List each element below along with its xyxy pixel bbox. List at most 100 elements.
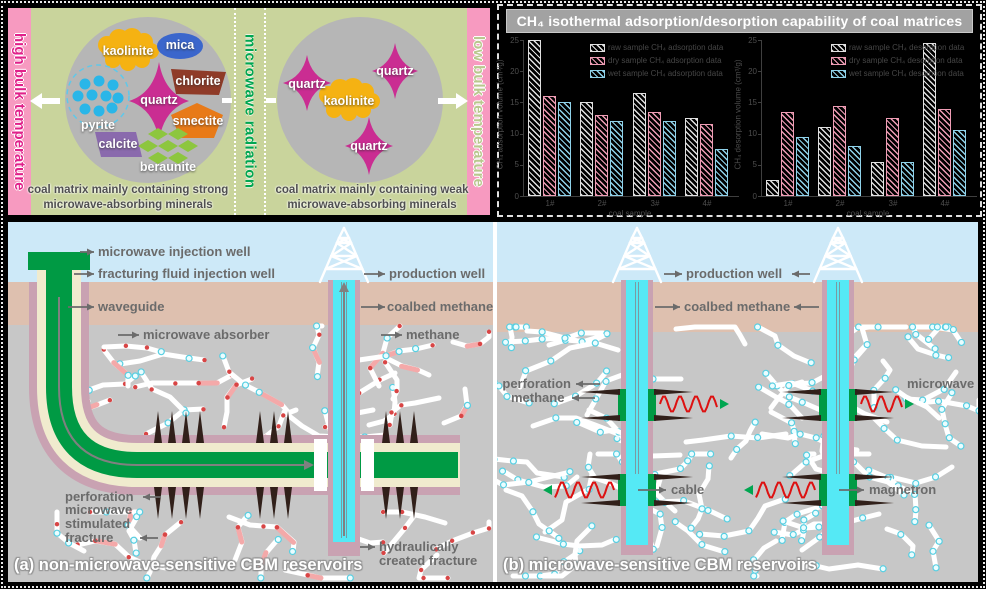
mineral-label-quartz: quartz	[140, 93, 178, 107]
x-axis	[523, 196, 739, 197]
perforation-spike	[256, 487, 264, 519]
pointer-arrow	[80, 248, 94, 256]
label-cable: cable	[671, 482, 705, 497]
y-tick	[758, 133, 761, 135]
right-matrix-caption-line1: coal matrix mainly containing weak	[275, 184, 469, 196]
perforation-spike	[382, 487, 390, 519]
perforation-spike	[581, 474, 620, 480]
mineral-label-kaolinite: kaolinite	[323, 94, 375, 108]
bar-s0-g2	[871, 161, 884, 196]
y-tick	[520, 40, 523, 41]
legend-entry: dry sample CH₄ desorption data	[831, 55, 963, 66]
bar-s0-g0	[528, 40, 541, 196]
pointer-arrow	[74, 270, 94, 278]
perforation-spike	[782, 474, 821, 480]
perforation-spike	[654, 389, 693, 395]
y-axis	[761, 40, 762, 197]
microwave-radiation-divider: microwave radiation	[234, 8, 266, 215]
perforation-spike	[182, 411, 190, 443]
mineral-diagram	[30, 17, 468, 183]
quartz-shape	[372, 43, 418, 99]
y-tick-label: 15	[510, 97, 519, 107]
bar-s2-g1	[610, 121, 623, 196]
perforation-spike	[581, 500, 620, 506]
label-microwave-injection-well: microwave injection well	[98, 244, 251, 259]
perforation-spike	[855, 415, 894, 421]
chart-panel: CH₄ isothermal adsorption/desorption cap…	[493, 0, 986, 222]
y-tick-label: 5	[752, 160, 757, 170]
label-hydraulically-created-fracture-2: created fracture	[379, 553, 478, 568]
legend-label: dry sample CH₄ desorption data	[849, 56, 963, 65]
quartz-shape	[345, 117, 393, 175]
perforation-spike	[782, 500, 821, 506]
legend-swatch	[831, 43, 846, 52]
wellhead	[28, 252, 90, 270]
low-bulk-temperature-label: low bulk temperature	[470, 36, 487, 187]
perforation-spike	[855, 474, 894, 480]
microwave-wave	[543, 481, 615, 499]
mineral-label-quartz: quartz	[350, 139, 388, 153]
y-tick-label: 5	[514, 160, 519, 170]
pointer-arrow	[68, 303, 94, 311]
y-axis-label: CH₄ desorption volume (cm³/g)	[733, 59, 743, 170]
y-tick-label: 0	[752, 191, 757, 201]
bar-s2-g3	[715, 149, 728, 196]
y-tick	[520, 164, 523, 166]
perforation-spike	[654, 474, 693, 480]
legend-label: raw sample CH₄ desorption data	[849, 43, 965, 52]
label-hydraulically-created-fracture-1: hydraulically	[379, 539, 459, 554]
perforation-spike	[154, 487, 162, 519]
quartz-shape	[283, 55, 331, 111]
bar-s2-g3	[953, 130, 966, 196]
x-group-label: 1#	[783, 199, 793, 208]
arrow-right-icon	[438, 93, 468, 109]
label-microwave-stimulated-fracture-1: microwave	[65, 502, 133, 517]
derrick-icon	[611, 226, 663, 284]
y-tick-label: 20	[510, 66, 519, 76]
legend-label: wet sample CH₄ desorption data	[849, 69, 964, 78]
label-production-well: production well	[389, 266, 486, 281]
derrick-icon	[812, 226, 864, 284]
legend-entry: raw sample CH₄ adsorption data	[590, 42, 723, 53]
label-fracturing-fluid-injection-well: fracturing fluid injection well	[98, 266, 275, 281]
pointer-arrow	[792, 270, 810, 278]
mineral-label-mica: mica	[165, 38, 195, 52]
perforation-spike	[168, 487, 176, 519]
panel-divider	[493, 222, 497, 582]
reservoir-panel-b: production well coalbed methane perforat…	[497, 222, 978, 582]
y-tick	[758, 40, 761, 41]
perforation-spike	[654, 500, 693, 506]
reservoir-panel-a: microwave injection well fracturing flui…	[8, 222, 493, 582]
bar-s1-g0	[543, 96, 556, 196]
legend-swatch	[590, 56, 605, 65]
y-tick	[520, 133, 523, 135]
bar-s1-g2	[648, 111, 661, 196]
perforation-spike	[782, 389, 821, 395]
microwave-wave	[659, 395, 729, 413]
beraunite-shape	[138, 128, 198, 164]
y-tick-label: 0	[514, 191, 519, 201]
y-axis	[523, 40, 524, 197]
chart-title: CH₄ isothermal adsorption/desorption cap…	[506, 9, 973, 33]
caption-panel-b: (b) microwave-sensitive CBM reservoirs	[503, 556, 817, 574]
y-tick	[758, 71, 761, 73]
x-axis	[761, 196, 977, 197]
dash-right	[266, 98, 276, 103]
perforation-spike	[284, 411, 292, 443]
x-group-label: 4#	[940, 199, 950, 208]
bar-s1-g3	[938, 108, 951, 196]
bar-s0-g1	[818, 127, 831, 196]
chart-panel-border	[497, 4, 982, 217]
sky-band	[497, 222, 978, 282]
perforation-spike	[782, 415, 821, 421]
mineral-label-smectite: smectite	[172, 114, 224, 128]
kaolinite-shape	[319, 78, 380, 121]
perforation-spike	[855, 500, 894, 506]
x-group-label: 4#	[702, 199, 712, 208]
perforation-spike	[196, 411, 204, 443]
low-temperature-strip: low bulk temperature	[467, 8, 490, 215]
bar-s1-g1	[833, 105, 846, 196]
kaolinite-shape	[98, 28, 159, 71]
y-tick	[758, 164, 761, 166]
